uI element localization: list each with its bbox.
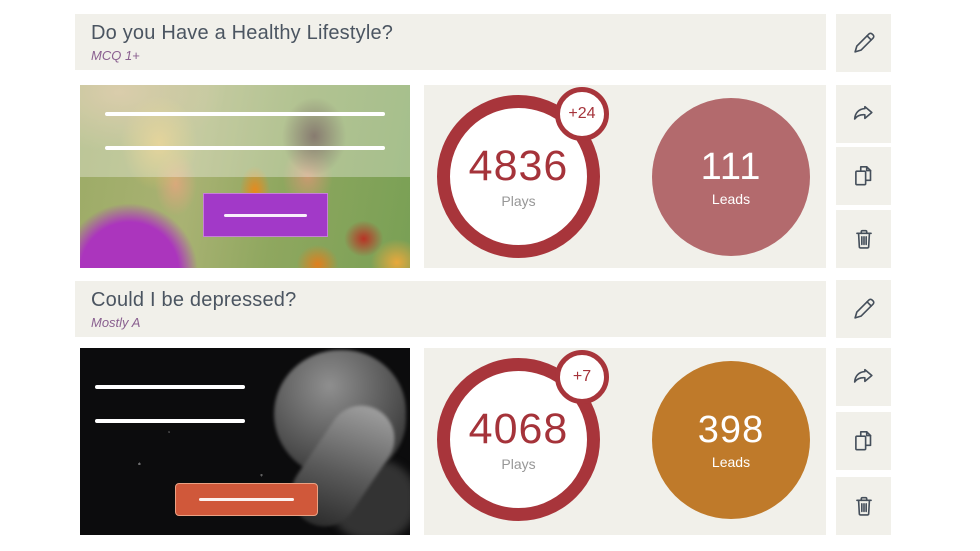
quiz-thumbnail[interactable]: [80, 348, 410, 535]
plays-delta-badge: +24: [555, 87, 609, 141]
leads-count: 111: [700, 145, 762, 188]
quiz-card-header[interactable]: Do you Have a Healthy Lifestyle? MCQ 1+: [75, 14, 826, 70]
copy-icon: [854, 430, 871, 451]
leads-circle: 398 Leads: [652, 361, 810, 519]
quiz-card-header[interactable]: Could I be depressed? Mostly A: [75, 281, 826, 337]
duplicate-button[interactable]: [836, 412, 891, 470]
quiz-title: Do you Have a Healthy Lifestyle?: [91, 22, 394, 44]
leads-label: Leads: [711, 453, 751, 470]
edit-button[interactable]: [836, 280, 891, 338]
pencil-icon: [853, 298, 875, 319]
copy-icon: [854, 165, 871, 186]
thumbnail-cta-button[interactable]: [203, 193, 328, 237]
trash-icon: [855, 229, 872, 249]
stats-panel: 4836 Plays +24 111 Leads: [424, 85, 826, 268]
leads-label: Leads: [711, 190, 751, 207]
pencil-icon: [853, 32, 875, 53]
cta-label-placeholder-line: [198, 498, 295, 501]
leads-circle: 111 Leads: [652, 98, 810, 256]
leads-count: 398: [697, 408, 765, 451]
thumbnail-title-placeholder-line: [95, 385, 245, 389]
plays-delta-value: +24: [568, 105, 596, 122]
share-button[interactable]: [836, 85, 891, 143]
delete-button[interactable]: [836, 210, 891, 268]
plays-delta-value: +7: [572, 368, 592, 385]
thumbnail-overlay: [80, 85, 410, 177]
share-button[interactable]: [836, 348, 891, 406]
share-arrow-icon: [853, 105, 873, 120]
share-arrow-icon: [853, 368, 873, 383]
thumbnail-title-placeholder-line: [105, 146, 385, 150]
quiz-subtitle: Mostly A: [91, 315, 141, 330]
duplicate-button[interactable]: [836, 147, 891, 205]
edit-button[interactable]: [836, 14, 891, 72]
thumbnail-title-placeholder-line: [95, 419, 245, 423]
stats-panel: 4068 Plays +7 398 Leads: [424, 348, 826, 535]
trash-icon: [855, 496, 872, 516]
cta-label-placeholder-line: [223, 213, 308, 217]
plays-label: Plays: [501, 455, 536, 472]
quiz-subtitle: MCQ 1+: [91, 48, 140, 63]
thumbnail-title-placeholder-line: [105, 112, 385, 116]
delete-button[interactable]: [836, 477, 891, 535]
quiz-title: Could I be depressed?: [91, 289, 297, 311]
quiz-thumbnail[interactable]: [80, 85, 410, 268]
plays-count: 4836: [468, 141, 569, 190]
plays-count: 4068: [468, 404, 569, 453]
thumbnail-cta-button[interactable]: [175, 483, 318, 516]
plays-label: Plays: [501, 192, 536, 209]
plays-delta-badge: +7: [555, 350, 609, 404]
